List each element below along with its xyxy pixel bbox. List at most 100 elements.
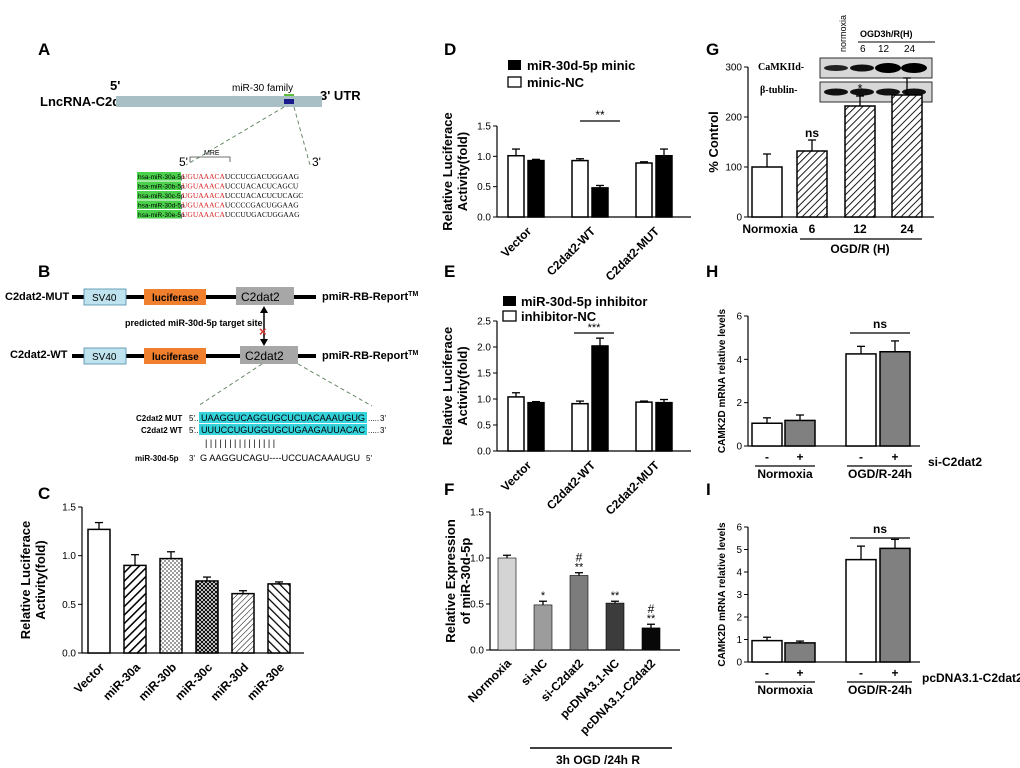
significance-label: *** [588,322,602,334]
bar-Vector-miR-30d-5p inhibitor [527,401,545,452]
mir-row-name: hsa-miR-30e-5p [138,212,185,219]
mir-row-seq: UGUAAACAUCCUACACUCAGCU [182,182,299,191]
mir-row-label-bg [137,191,181,200]
blot-membrane-1 [819,57,933,79]
mir-row-seed: UGUAAACA [182,182,226,191]
blot-ogd-label: OGD3h/R(H) [860,29,913,39]
wt-luciferase-label: luciferase [152,352,199,363]
blot-band-1c [875,63,901,73]
mir-row-seq: UGUAAACAUCCUUGACUGGAAG [182,210,300,219]
x-tick-label: C2dat2-WT [544,458,599,513]
target-arrow-head-top [260,306,268,313]
y-tick-label: 1.5 [477,122,491,133]
mut-c2dat2-box [236,287,294,305]
y-tick-label: 4 [736,355,742,366]
legend-swatch-nc [502,310,517,322]
mutation-cross-icon: × [259,324,267,339]
mut-seq-three: 3' [380,414,386,423]
mir-row-label-bg [137,210,181,219]
y-tick-label: 3 [736,590,742,601]
x-tick-label: C2dat2-WT [544,224,599,279]
legend-swatch-inhibitor [503,296,516,306]
bar-C2dat2-WT-miR-30d-5p minic [591,187,609,218]
bar-24 [891,94,923,218]
x-tick-label: Vector [498,458,534,494]
lnc-three-prime: 3' UTR [320,88,361,103]
x-tick-label: Normoxia [465,656,514,705]
x-tick-label: miR-30d [208,660,251,703]
mir-row-name: hsa-miR-30b-5p [138,184,185,191]
blot-time-12: 12 [878,44,890,55]
x-tick-label: miR-30a [100,660,143,703]
panel-letter-c: C [38,484,51,503]
y-tick-label: 0 [736,213,742,224]
lnc-five-prime: 5' [110,78,120,93]
mir30d-seq: G AAGGUCAGU----UCCUACAAAUGU [200,453,360,463]
y-axis-label: Relative Expression [443,519,458,643]
legend-label-inhibitor: miR-30d-5p inhibitor [521,294,647,309]
lnc-transcript-bar [116,96,322,107]
y-axis-label: Relative Luciferace [18,521,33,640]
mir-row-seed: UGUAAACA [182,201,226,210]
panel-letter-f: F [444,480,455,499]
panel-letter-h: H [706,262,719,281]
bar-miR-30c [195,580,219,654]
x-tick-label: 24 [900,222,914,236]
y-tick-label: 100 [725,163,742,174]
significance-mark: * [857,81,862,96]
bar-12 [844,105,876,218]
mre-label: MRE [204,150,220,157]
y-tick-label: 0.5 [470,600,484,611]
bar-si-NC [533,604,553,651]
hash-mark: # [648,602,655,616]
x-tick-label: 12 [853,222,867,236]
group-label: 3h OGD /24h R [556,753,640,767]
y-axis-label: Activity(fold) [455,132,470,211]
mir-row-label-bg [137,181,181,190]
x-tick-label: - [765,450,769,464]
bar-Vector [87,528,111,654]
y-tick-label: 0.0 [470,646,484,657]
seq-zoom-right [297,363,373,407]
y-tick-label: 1.0 [62,551,76,562]
align-five-prime: 5' [179,155,188,169]
hash-mark: # [576,551,583,565]
legend-swatch-mimic [508,60,521,70]
y-tick-label: 0.0 [477,447,491,458]
significance-mark: ** [611,590,620,602]
mir30d-label: miR-30d-5p [135,454,179,463]
y-tick-label: 0 [736,658,742,669]
x-tick-label: + [796,666,803,680]
lnc-label: LncRNA-C2dat2 [40,94,139,109]
mir-row-rest: UCCUUGACUGGAAG [225,210,300,219]
group-label-ogd: OGD/R-24h [848,683,912,697]
mir-row-seed: UGUAAACA [182,210,226,219]
x-tick-label: pcDNA3.1-C2dat2 [577,656,658,737]
mut-seq-label: C2dat2 MUT [136,414,182,423]
bar-Normoxia-- [751,639,783,663]
blot-time-6: 6 [860,44,866,55]
x-tick-label: si-NC [518,656,550,688]
mir-row-rest: UCCUACACUCUCAGC [225,191,303,200]
y-tick-label: 1.5 [470,508,484,519]
mir30d-three: 3' [189,454,195,463]
x-tick-label: miR-30e [244,660,287,703]
x-tick-label: si-C2dat2 [538,656,586,704]
mir-row-seq: UGUAAACAUCCUCGACUGGAAG [182,172,300,181]
x-tick-label: + [891,666,898,680]
x-tick-label: - [859,450,863,464]
mir30d-five: 5' [366,454,372,463]
wt-seq-highlight [199,424,367,435]
mut-seq-five: 5' [189,414,195,423]
bar-C2dat2-WT-miR-30d-5p inhibitor [591,345,609,452]
blot-membrane-2 [819,81,933,103]
panel-letter-i: I [706,480,711,499]
y-tick-label: 1.0 [477,395,491,406]
y-tick-label: 1.0 [470,554,484,565]
mut-sv40-box [83,288,127,306]
legend-label-mimic: miR-30d-5p minic [527,58,635,73]
bar-C2dat2-MUT-miR-30d-5p minic [655,154,673,218]
